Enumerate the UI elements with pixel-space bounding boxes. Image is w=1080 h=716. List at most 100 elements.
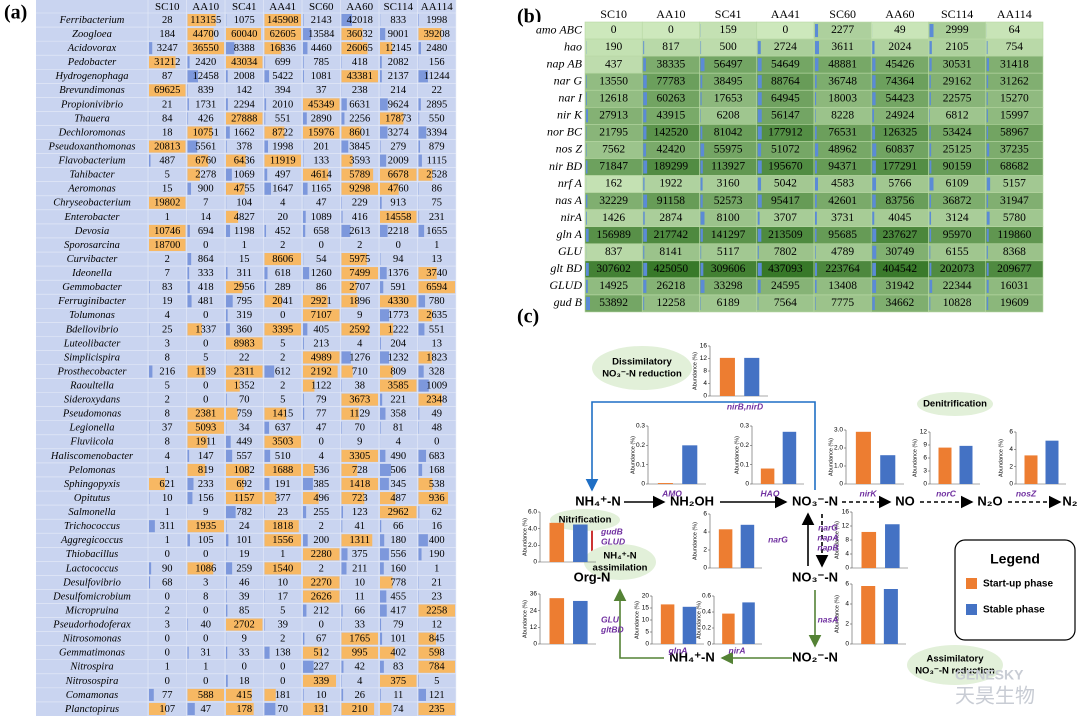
data-bar bbox=[303, 112, 307, 125]
data-bar bbox=[643, 41, 645, 55]
cell-value: 70 bbox=[239, 395, 250, 406]
cell-value: 70 bbox=[355, 423, 366, 434]
cell-value: 87 bbox=[162, 71, 173, 82]
cell-value: 1260 bbox=[311, 268, 332, 279]
data-bar bbox=[264, 618, 266, 631]
data-bar bbox=[986, 160, 989, 174]
data-bar bbox=[586, 228, 589, 242]
cell-value: 9 bbox=[357, 310, 362, 321]
cell-value: 1086 bbox=[195, 563, 216, 574]
data-bar bbox=[418, 112, 420, 125]
legend-label: Stable phase bbox=[983, 605, 1045, 616]
data-bar bbox=[418, 351, 432, 364]
cell-value: 1 bbox=[165, 465, 170, 476]
data-bar bbox=[380, 604, 387, 617]
data-bar bbox=[380, 281, 384, 294]
cell-value: 48 bbox=[432, 423, 443, 434]
row-name: GLUD bbox=[549, 278, 582, 292]
data-bar bbox=[187, 267, 190, 280]
cell-value: 2 bbox=[319, 521, 324, 532]
data-bar bbox=[303, 28, 311, 41]
name-cell bbox=[533, 124, 585, 142]
cell-value: 15 bbox=[239, 254, 250, 265]
y-tick-label: 8 bbox=[703, 368, 707, 375]
cell-value: 18 bbox=[239, 676, 250, 687]
data-bar bbox=[643, 160, 648, 174]
data-bar bbox=[226, 182, 245, 195]
cell-value: 536 bbox=[313, 465, 329, 476]
cell-value: 5 bbox=[203, 352, 208, 363]
cell-value: 168 bbox=[429, 465, 445, 476]
cell-value: 9298 bbox=[349, 184, 370, 195]
y-tick-label: 0.1 bbox=[740, 461, 749, 468]
cell-value: 38 bbox=[355, 380, 366, 391]
cell-value: 2 bbox=[280, 634, 285, 645]
node-label: NO bbox=[895, 493, 915, 508]
cell-value: 1337 bbox=[195, 324, 216, 335]
cell-value: 8983 bbox=[234, 338, 255, 349]
y-tick-label: 2 bbox=[845, 621, 849, 628]
cell-value: 5766 bbox=[888, 178, 911, 190]
cell-value: 145908 bbox=[267, 15, 299, 26]
bar bbox=[1045, 440, 1059, 484]
cell-value: 1122 bbox=[311, 380, 332, 391]
data-bar bbox=[929, 143, 932, 157]
data-bar bbox=[418, 506, 420, 519]
cell-value: 47 bbox=[201, 704, 212, 715]
cell-value: 211 bbox=[352, 563, 367, 574]
cell-value: 56147 bbox=[771, 109, 800, 121]
data-bar bbox=[341, 14, 353, 27]
pathway-arrows bbox=[585, 401, 1062, 665]
data-bar bbox=[380, 590, 387, 603]
data-bar bbox=[418, 379, 429, 392]
cell-value: 235 bbox=[429, 704, 445, 715]
data-bar bbox=[264, 407, 287, 420]
process-label: NO₃⁻-N reduction bbox=[602, 369, 682, 380]
cell-value: 417 bbox=[390, 605, 406, 616]
cell-value: 506 bbox=[390, 465, 406, 476]
data-bar bbox=[226, 112, 263, 125]
data-bar bbox=[187, 56, 190, 69]
y-tick-label: 0.2 bbox=[702, 625, 711, 632]
cell-value: 557 bbox=[236, 451, 252, 462]
cell-value: 1157 bbox=[234, 493, 255, 504]
row-name: amo ABC bbox=[536, 22, 583, 36]
cell-value: 3305 bbox=[349, 451, 370, 462]
cell-value: 24 bbox=[239, 521, 250, 532]
cell-value: 1998 bbox=[272, 141, 293, 152]
bar bbox=[573, 600, 588, 644]
cell-value: 0 bbox=[203, 380, 208, 391]
cell-value: 345 bbox=[390, 479, 406, 490]
data-bar bbox=[418, 534, 428, 547]
data-bar bbox=[264, 421, 270, 434]
cell-value: 2 bbox=[165, 605, 170, 616]
data-bar bbox=[264, 520, 299, 533]
row-name: Pedobacter bbox=[67, 57, 117, 68]
cell-value: 45349 bbox=[308, 99, 334, 110]
cell-value: 11 bbox=[355, 591, 365, 602]
y-tick-label: 0 bbox=[533, 559, 537, 566]
cell-value: 683 bbox=[429, 451, 445, 462]
cell-value: 64945 bbox=[771, 92, 800, 104]
y-tick-label: 4 bbox=[1009, 446, 1013, 453]
row-name: Opitutus bbox=[74, 493, 110, 504]
row-name: Gemmobacter bbox=[62, 282, 122, 293]
cell-value: 1089 bbox=[311, 212, 332, 223]
cell-value: 2277 bbox=[831, 24, 854, 36]
y-tick-label: 0 bbox=[703, 565, 707, 572]
data-bar bbox=[815, 24, 819, 38]
data-bar bbox=[149, 196, 186, 209]
cell-value: 497 bbox=[275, 170, 291, 181]
data-bar bbox=[872, 228, 877, 242]
y-tick-label: 3.0 bbox=[834, 427, 843, 434]
column-header: SC10 bbox=[155, 1, 180, 13]
data-bar bbox=[264, 534, 301, 547]
data-bar bbox=[149, 562, 152, 575]
row-name: Hydrogenophaga bbox=[54, 71, 128, 82]
cell-value: 141297 bbox=[711, 229, 746, 241]
row-name: Curvibacter bbox=[67, 254, 119, 265]
row-name: Ferribacterium bbox=[59, 15, 125, 26]
column-header: AA41 bbox=[771, 7, 800, 21]
data-bar bbox=[187, 70, 198, 83]
bar bbox=[742, 602, 755, 644]
